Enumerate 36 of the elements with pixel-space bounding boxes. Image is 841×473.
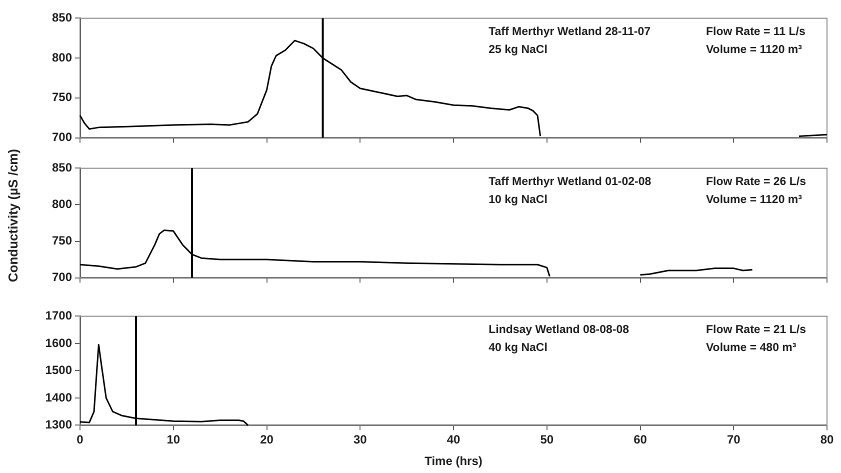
x-tick-label: 10	[166, 432, 180, 447]
y-tick-label: 1300	[45, 418, 72, 432]
y-tick-label: 1500	[45, 363, 72, 378]
annotation: 10 kg NaCl	[488, 194, 548, 206]
x-tick-label: 70	[726, 432, 741, 447]
x-tick-label: 50	[540, 432, 554, 447]
y-tick-label: 850	[52, 10, 72, 25]
y-tick-label: 750	[52, 234, 72, 248]
annotation: Lindsay Wetland 08-08-08	[488, 324, 630, 336]
x-tick-label: 0	[76, 432, 84, 447]
annotation: 25 kg NaCl	[488, 44, 548, 56]
annotation: Volume = 1120 m³	[706, 194, 802, 206]
x-tick-label: 60	[634, 432, 648, 447]
annotation: Taff Merthyr Wetland 28-11-07	[488, 26, 651, 38]
y-tick-label: 700	[52, 130, 72, 144]
annotation: Flow Rate = 26 L/s	[706, 176, 806, 188]
y-tick-label: 700	[52, 270, 72, 284]
annotation: Taff Merthyr Wetland 01-02-08	[488, 176, 652, 188]
annotation: Volume = 480 m³	[706, 342, 796, 354]
y-tick-label: 1600	[45, 336, 72, 350]
x-tick-label: 80	[820, 432, 834, 447]
annotation: Flow Rate = 11 L/s	[706, 26, 806, 38]
y-axis-title: Conductivity (µS /cm)	[6, 148, 20, 284]
y-tick-label: 1700	[45, 308, 72, 323]
x-axis-title: Time (hrs)	[424, 454, 482, 468]
y-tick-label: 750	[52, 90, 72, 104]
x-tick-label: 30	[353, 432, 368, 447]
y-tick-label: 800	[52, 197, 72, 212]
x-tick-label: 20	[260, 432, 274, 447]
x-tick-label: 40	[446, 432, 460, 447]
y-tick-label: 800	[52, 50, 72, 64]
annotation: Flow Rate = 21 L/s	[706, 324, 806, 336]
y-tick-label: 1400	[45, 390, 72, 404]
annotation: Volume = 1120 m³	[706, 44, 802, 56]
annotation: 40 kg NaCl	[488, 342, 548, 354]
y-tick-label: 850	[52, 160, 72, 175]
